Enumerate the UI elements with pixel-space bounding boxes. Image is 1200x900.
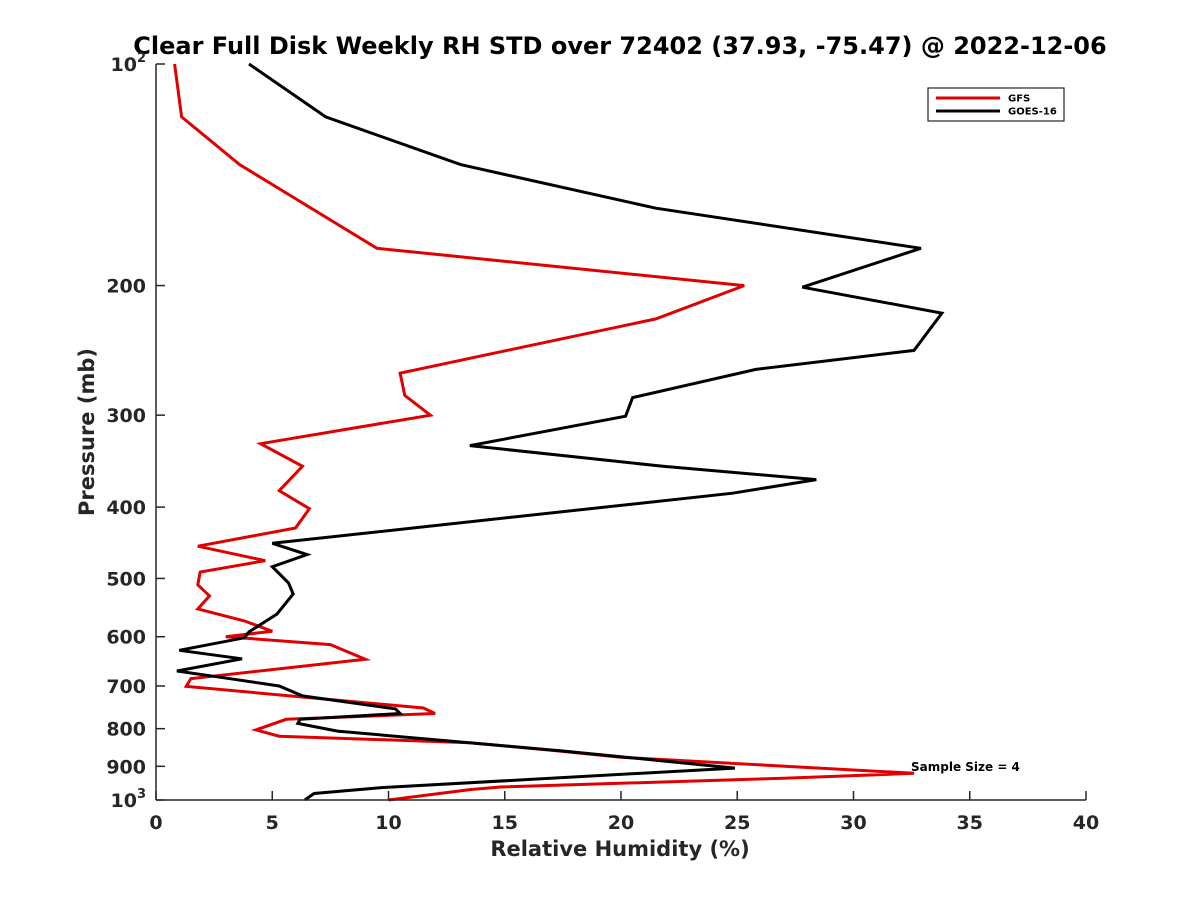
y-axis-label: Pressure (mb) xyxy=(75,348,99,516)
x-tick-label: 35 xyxy=(957,812,983,834)
y-tick-label: 200 xyxy=(106,276,146,298)
x-axis-ticks: 0 5 10 15 20 25 30 35 40 xyxy=(149,791,1099,834)
x-tick-label: 20 xyxy=(608,812,634,834)
y-tick-label: 300 xyxy=(106,405,146,427)
y-tick-label: 500 xyxy=(106,568,146,590)
y-tick-label: 900 xyxy=(106,756,146,778)
y-tick-label: 600 xyxy=(106,627,146,649)
series-line-goes16 xyxy=(176,62,945,802)
series-layer xyxy=(173,62,945,802)
legend-label-goes16: GOES-16 xyxy=(1008,107,1057,118)
y-tick-label: 700 xyxy=(106,676,146,698)
x-axis-label: Relative Humidity (%) xyxy=(490,837,749,861)
y-tick-label: 102 xyxy=(111,51,147,76)
x-tick-label: 5 xyxy=(266,812,279,834)
chart-title: Clear Full Disk Weekly RH STD over 72402… xyxy=(133,32,1106,60)
x-tick-label: 25 xyxy=(724,812,750,834)
legend: GFS GOES-16 xyxy=(927,87,1065,122)
y-tick-label: 400 xyxy=(106,497,146,519)
x-tick-label: 10 xyxy=(375,812,401,834)
y-tick-label: 800 xyxy=(106,719,146,741)
x-tick-label: 40 xyxy=(1073,812,1099,834)
y-axis-ticks: 102 200 300 400 500 600 700 800 900 103 xyxy=(106,51,165,812)
y-tick-label: 103 xyxy=(111,787,147,812)
x-tick-label: 0 xyxy=(149,812,162,834)
x-tick-label: 30 xyxy=(840,812,866,834)
x-tick-label: 15 xyxy=(492,812,518,834)
sample-size-annotation: Sample Size = 4 xyxy=(911,760,1020,774)
legend-box xyxy=(927,87,1065,122)
legend-label-gfs: GFS xyxy=(1008,94,1030,105)
plot-area: 0 5 10 15 20 25 30 35 40 102 200 300 400 500 600 700 80… xyxy=(106,51,1099,834)
